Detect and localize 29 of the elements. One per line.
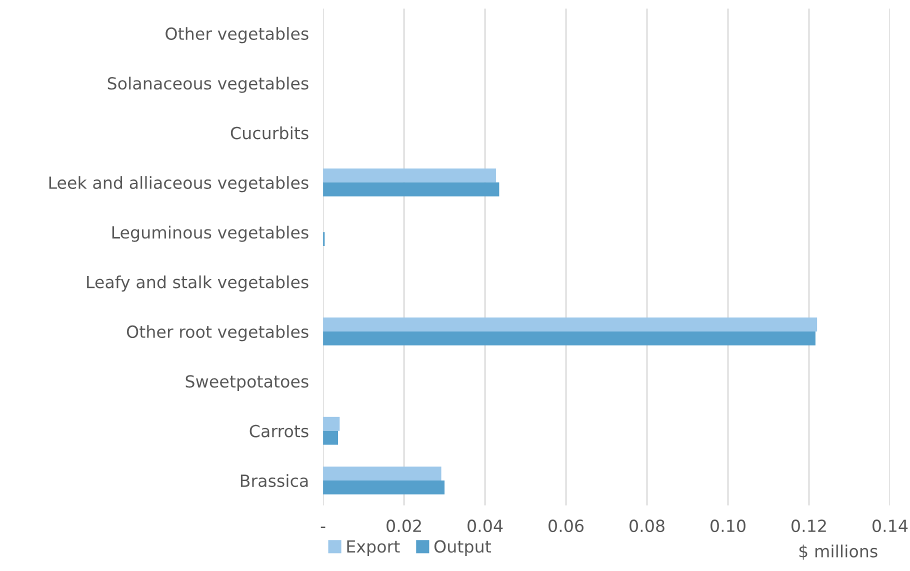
legend-label: Output [434, 540, 492, 556]
y-tick-label: Leguminous vegetables [112, 226, 308, 242]
x-tick-label: 0.06 [548, 520, 584, 532]
y-tick-label: Brassica [240, 474, 308, 488]
legend-label: Export [347, 540, 400, 556]
y-tick-label: Carrots [250, 424, 308, 438]
x-tick-label: 0.12 [792, 520, 826, 532]
bar [323, 430, 338, 445]
bar [323, 331, 816, 346]
bar [323, 466, 442, 480]
x-tick-label: 0.02 [386, 520, 421, 532]
x-tick-label: 0.14 [872, 520, 908, 532]
x-tick-label: - [320, 526, 326, 528]
y-tick-label: Leek and alliaceous vegetables [49, 176, 308, 192]
x-tick-label: 0.10 [710, 520, 746, 532]
bar [323, 480, 445, 494]
y-tick-label: Solanaceous vegetables [108, 76, 308, 93]
bar [323, 318, 818, 332]
y-tick-label: Other vegetables [166, 27, 308, 44]
x-tick-label: 0.08 [630, 520, 664, 532]
bar [323, 168, 496, 182]
x-axis-title: $ millions [799, 544, 878, 560]
bar [323, 416, 340, 431]
y-tick-label: Cucurbits [230, 126, 308, 140]
x-tick-label: 0.04 [468, 520, 503, 532]
bar [323, 182, 500, 196]
y-tick-label: Sweetpotatoes [186, 375, 308, 391]
y-tick-label: Leafy and stalk vegetables [87, 275, 308, 292]
y-tick-label: Other root vegetables [126, 325, 308, 342]
